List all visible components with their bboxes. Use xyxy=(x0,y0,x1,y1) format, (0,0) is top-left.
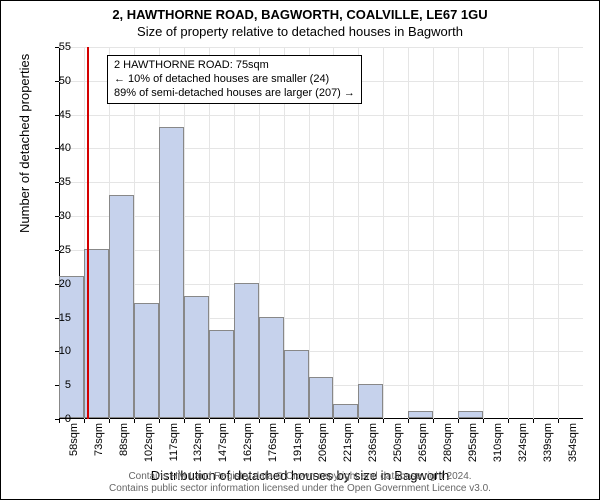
gridline-h xyxy=(59,47,583,48)
xtick-mark xyxy=(109,419,110,423)
xtick-mark xyxy=(234,419,235,423)
ytick-label: 20 xyxy=(47,278,71,290)
xtick-mark xyxy=(184,419,185,423)
ytick-label: 35 xyxy=(47,176,71,188)
reference-line xyxy=(87,47,89,419)
xtick-label: 236sqm xyxy=(367,423,379,462)
xtick-label: 117sqm xyxy=(168,423,180,461)
info-line: ← 10% of detached houses are smaller (24… xyxy=(114,73,355,87)
ytick-label: 50 xyxy=(47,75,71,87)
xtick-label: 102sqm xyxy=(143,423,155,462)
histogram-bar xyxy=(109,195,134,418)
histogram-bar xyxy=(358,384,383,418)
ytick-label: 30 xyxy=(47,210,71,222)
xtick-label: 191sqm xyxy=(292,423,304,462)
xtick-mark xyxy=(284,419,285,423)
gridline-h xyxy=(59,284,583,285)
xtick-mark xyxy=(533,419,534,423)
xtick-label: 339sqm xyxy=(542,423,554,462)
xtick-mark xyxy=(508,419,509,423)
histogram-bar xyxy=(408,411,433,418)
xtick-mark xyxy=(458,419,459,423)
xtick-label: 132sqm xyxy=(192,423,204,462)
plot-area: 58sqm73sqm88sqm102sqm117sqm132sqm147sqm1… xyxy=(59,47,583,419)
histogram-bar xyxy=(184,296,209,418)
xtick-mark xyxy=(159,419,160,423)
histogram-bar xyxy=(309,377,334,418)
gridline-v xyxy=(508,47,509,419)
histogram-bar xyxy=(134,303,159,418)
footer-line2: Contains public sector information licen… xyxy=(1,483,599,495)
xtick-label: 147sqm xyxy=(217,423,229,462)
xtick-mark xyxy=(134,419,135,423)
histogram-bar xyxy=(234,283,259,418)
footer-line1: Contains HM Land Registry data © Crown c… xyxy=(1,471,599,483)
gridline-v xyxy=(533,47,534,419)
chart-container: 2, HAWTHORNE ROAD, BAGWORTH, COALVILLE, … xyxy=(0,0,600,500)
xtick-mark xyxy=(309,419,310,423)
ytick-label: 10 xyxy=(47,345,71,357)
ytick-label: 25 xyxy=(47,244,71,256)
xtick-label: 310sqm xyxy=(492,423,504,462)
gridline-v xyxy=(483,47,484,419)
xtick-mark xyxy=(209,419,210,423)
xtick-label: 324sqm xyxy=(517,423,529,462)
xtick-label: 88sqm xyxy=(118,423,130,456)
xtick-label: 162sqm xyxy=(242,423,254,462)
xtick-mark xyxy=(383,419,384,423)
ytick-label: 5 xyxy=(47,379,71,391)
gridline-v xyxy=(433,47,434,419)
y-axis-label: Number of detached properties xyxy=(17,54,32,233)
gridline-h xyxy=(59,148,583,149)
page-title: 2, HAWTHORNE ROAD, BAGWORTH, COALVILLE, … xyxy=(1,7,599,22)
xtick-mark xyxy=(408,419,409,423)
xtick-label: 73sqm xyxy=(93,423,105,456)
x-axis xyxy=(59,418,583,419)
histogram-bar xyxy=(209,330,234,418)
histogram-bar xyxy=(333,404,358,418)
gridline-h xyxy=(59,216,583,217)
ytick-label: 45 xyxy=(47,109,71,121)
xtick-label: 280sqm xyxy=(442,423,454,462)
gridline-h xyxy=(59,115,583,116)
ytick-label: 40 xyxy=(47,142,71,154)
xtick-mark xyxy=(259,419,260,423)
xtick-mark xyxy=(433,419,434,423)
xtick-mark xyxy=(483,419,484,423)
xtick-mark xyxy=(84,419,85,423)
xtick-label: 265sqm xyxy=(417,423,429,462)
xtick-label: 58sqm xyxy=(68,423,80,456)
xtick-label: 354sqm xyxy=(567,423,579,462)
page-subtitle: Size of property relative to detached ho… xyxy=(1,24,599,39)
histogram-bar xyxy=(284,350,309,418)
gridline-v xyxy=(408,47,409,419)
info-line: 2 HAWTHORNE ROAD: 75sqm xyxy=(114,59,355,73)
ytick-label: 0 xyxy=(47,413,71,425)
xtick-mark xyxy=(358,419,359,423)
xtick-mark xyxy=(558,419,559,423)
xtick-label: 295sqm xyxy=(467,423,479,462)
xtick-label: 221sqm xyxy=(342,423,354,462)
gridline-v xyxy=(383,47,384,419)
ytick-label: 15 xyxy=(47,312,71,324)
histogram-bar xyxy=(259,317,284,418)
gridline-h xyxy=(59,250,583,251)
histogram-bar xyxy=(159,127,184,418)
ytick-label: 55 xyxy=(47,41,71,53)
gridline-h xyxy=(59,182,583,183)
gridline-v xyxy=(458,47,459,419)
gridline-v xyxy=(558,47,559,419)
footer: Contains HM Land Registry data © Crown c… xyxy=(1,471,599,495)
histogram-bar xyxy=(458,411,483,418)
info-line: 89% of semi-detached houses are larger (… xyxy=(114,87,355,101)
xtick-label: 206sqm xyxy=(317,423,329,462)
xtick-mark xyxy=(333,419,334,423)
info-box: 2 HAWTHORNE ROAD: 75sqm← 10% of detached… xyxy=(107,55,362,104)
xtick-label: 176sqm xyxy=(267,423,279,462)
xtick-label: 250sqm xyxy=(392,423,404,462)
